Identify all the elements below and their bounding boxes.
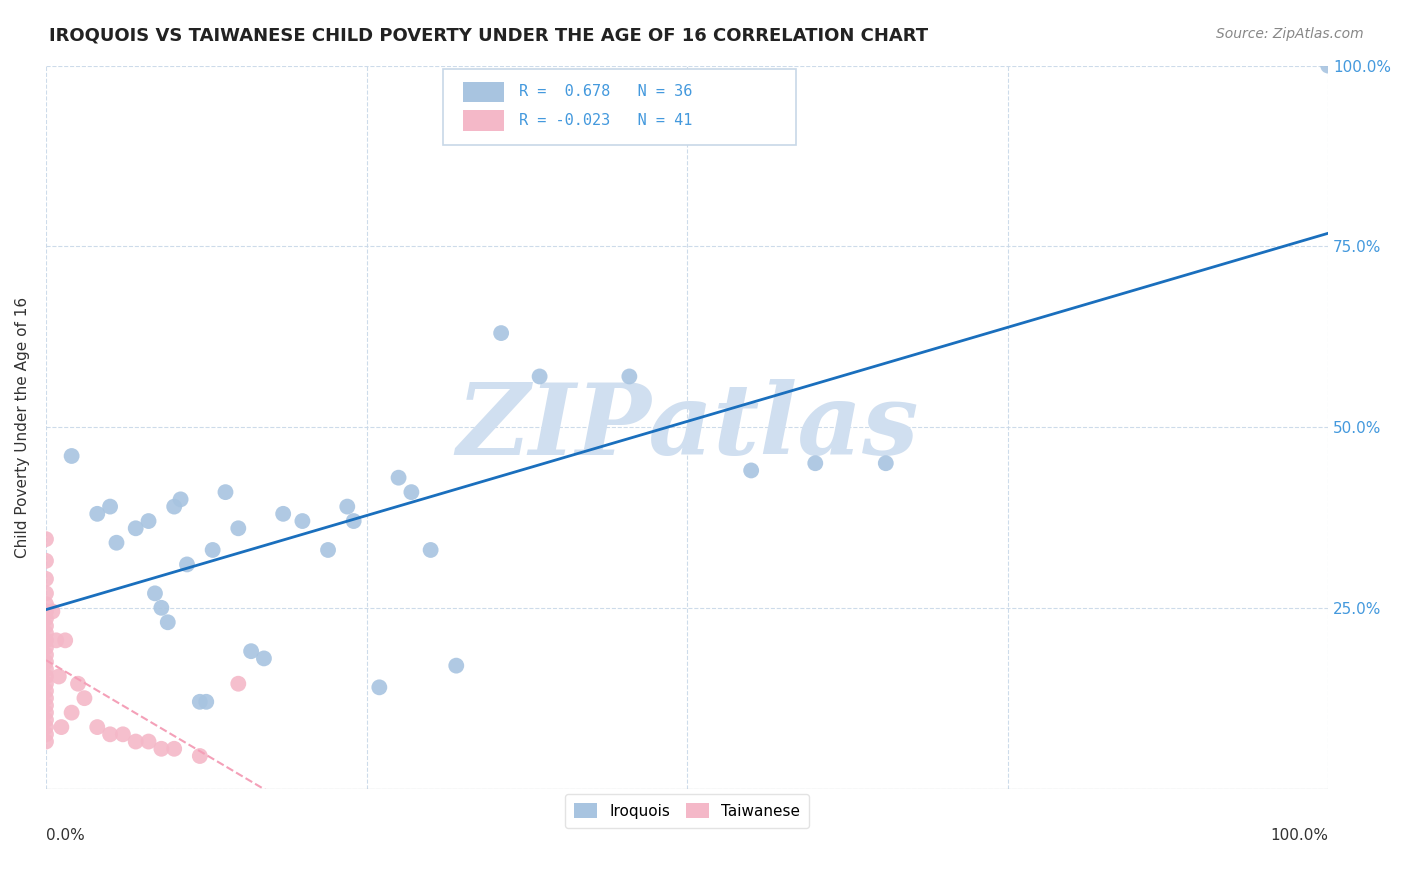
Point — [150, 600, 173, 615]
Point — [35, 648, 58, 662]
Point — [253, 651, 276, 665]
Point — [125, 734, 148, 748]
Point — [226, 676, 249, 690]
Text: 0.0%: 0.0% — [46, 829, 84, 843]
Point — [41, 604, 63, 618]
Point — [35, 597, 58, 611]
Point — [86, 507, 108, 521]
Point — [387, 471, 409, 485]
Point — [86, 720, 108, 734]
Point — [35, 572, 58, 586]
Point — [150, 741, 173, 756]
Point — [143, 586, 166, 600]
Point — [105, 535, 128, 549]
Point — [740, 463, 762, 477]
Text: IROQUOIS VS TAIWANESE CHILD POVERTY UNDER THE AGE OF 16 CORRELATION CHART: IROQUOIS VS TAIWANESE CHILD POVERTY UNDE… — [49, 27, 928, 45]
Point — [163, 500, 186, 514]
Point — [1317, 59, 1340, 73]
Point — [35, 554, 58, 568]
Point — [35, 691, 58, 706]
Point — [35, 633, 58, 648]
Point — [240, 644, 263, 658]
Point — [176, 558, 198, 572]
FancyBboxPatch shape — [463, 111, 503, 130]
Point — [214, 485, 236, 500]
Point — [35, 532, 58, 546]
Point — [35, 640, 58, 655]
Point — [35, 586, 58, 600]
Point — [98, 727, 121, 741]
Point — [35, 676, 58, 690]
Point — [35, 626, 58, 640]
Point — [419, 543, 441, 558]
Point — [60, 449, 83, 463]
Point — [35, 684, 58, 698]
Point — [291, 514, 314, 528]
Point — [35, 727, 58, 741]
Point — [35, 734, 58, 748]
Point — [35, 604, 58, 618]
Legend: Iroquois, Taiwanese: Iroquois, Taiwanese — [565, 794, 808, 828]
Point — [35, 612, 58, 626]
Point — [35, 698, 58, 713]
Point — [195, 695, 218, 709]
Point — [35, 720, 58, 734]
Point — [51, 720, 73, 734]
Point — [875, 456, 897, 470]
Text: R =  0.678   N = 36: R = 0.678 N = 36 — [519, 84, 693, 99]
FancyBboxPatch shape — [443, 70, 796, 145]
Point — [226, 521, 249, 535]
Point — [316, 543, 339, 558]
Point — [201, 543, 224, 558]
Text: Source: ZipAtlas.com: Source: ZipAtlas.com — [1216, 27, 1364, 41]
Point — [111, 727, 134, 741]
Point — [169, 492, 191, 507]
Point — [35, 669, 58, 683]
Point — [489, 326, 512, 340]
Point — [98, 500, 121, 514]
Text: R = -0.023   N = 41: R = -0.023 N = 41 — [519, 113, 693, 128]
Point — [271, 507, 294, 521]
Point — [138, 514, 160, 528]
Point — [156, 615, 179, 630]
Point — [35, 713, 58, 727]
Point — [343, 514, 366, 528]
Point — [60, 706, 83, 720]
Point — [35, 619, 58, 633]
Point — [619, 369, 641, 384]
Point — [368, 681, 391, 695]
Point — [35, 662, 58, 676]
Point — [35, 706, 58, 720]
Point — [66, 676, 89, 690]
Point — [188, 695, 211, 709]
Point — [336, 500, 359, 514]
Text: 100.0%: 100.0% — [1270, 829, 1329, 843]
Y-axis label: Child Poverty Under the Age of 16: Child Poverty Under the Age of 16 — [15, 296, 30, 558]
Point — [125, 521, 148, 535]
Point — [188, 749, 211, 764]
Point — [53, 633, 76, 648]
Point — [35, 655, 58, 669]
Point — [45, 633, 67, 648]
Point — [48, 669, 70, 683]
Point — [73, 691, 96, 706]
Point — [804, 456, 827, 470]
Point — [138, 734, 160, 748]
Point — [163, 741, 186, 756]
Point — [529, 369, 551, 384]
FancyBboxPatch shape — [463, 81, 503, 102]
Text: ZIPatlas: ZIPatlas — [456, 379, 918, 475]
Point — [446, 658, 468, 673]
Point — [401, 485, 423, 500]
